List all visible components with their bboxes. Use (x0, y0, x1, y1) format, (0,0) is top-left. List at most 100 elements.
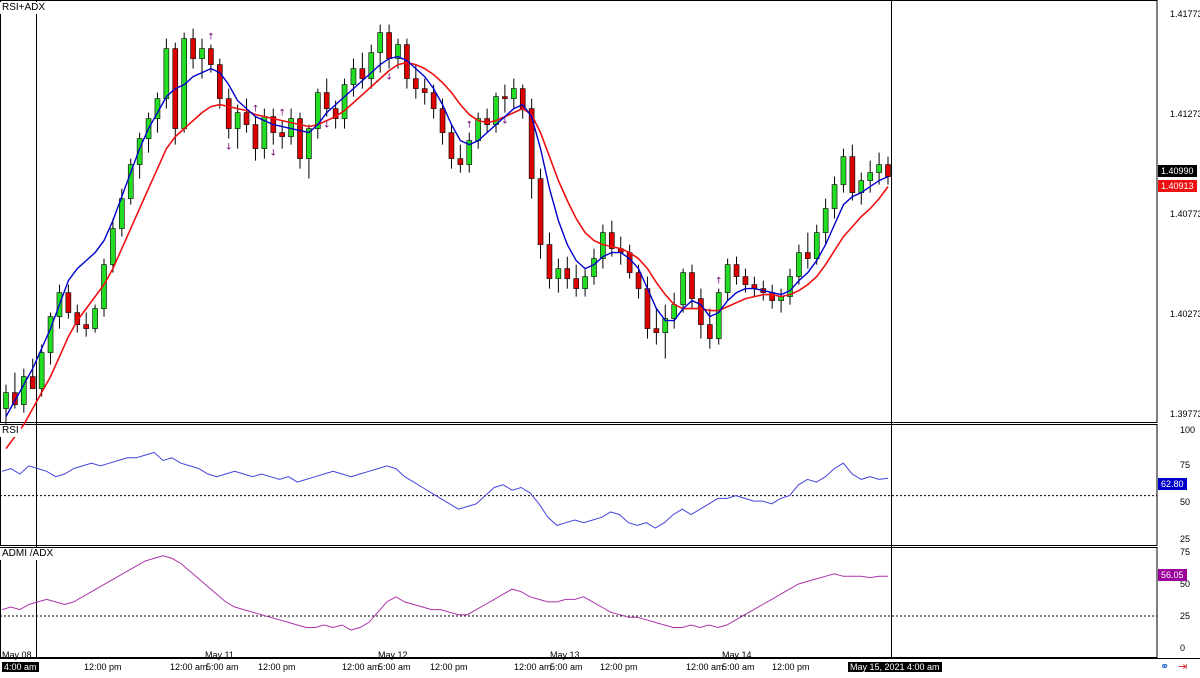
time-label: May 11 (205, 650, 234, 660)
candle-body (315, 92, 321, 129)
adx-tick: 75 (1180, 547, 1191, 557)
rsi-tick: 50 (1180, 497, 1191, 507)
time-label: 5:00 am (722, 662, 755, 672)
candle-body (555, 268, 562, 279)
candle-body (163, 48, 170, 99)
candle-body (448, 132, 455, 159)
candle-body (38, 352, 45, 389)
candle-body (83, 324, 89, 329)
candle-body (813, 232, 820, 259)
price-tick: 1.40273 (1170, 309, 1200, 319)
rsi-line (1, 451, 889, 529)
price-tick: 1.40773 (1170, 209, 1200, 219)
candle-body (849, 156, 856, 193)
adx-pane-frame (0, 547, 1158, 658)
candle-body (252, 124, 259, 149)
candle-body (591, 258, 597, 277)
candle-body (368, 52, 375, 79)
candle-body (840, 156, 847, 185)
candle-body (119, 198, 125, 229)
candle-body (3, 392, 9, 409)
candle-body (234, 112, 241, 129)
time-label: May 14 (722, 650, 752, 660)
candle-body (733, 264, 740, 277)
up-arrow-signal: ↑ (715, 277, 723, 287)
candle-body (805, 252, 811, 259)
candle-body (796, 252, 802, 277)
candle-body (377, 32, 383, 53)
candle-body (502, 96, 508, 99)
main-pane-frame (0, 0, 1158, 423)
candle-body (359, 68, 366, 79)
candle-body (680, 272, 686, 305)
main-pane-label: RSI+ADX (0, 2, 48, 14)
time-label: 12:00 am (342, 662, 380, 672)
candle-body (350, 68, 357, 85)
candle-body (413, 78, 419, 89)
candle-body (21, 376, 27, 405)
adx-tick: 50 (1180, 579, 1191, 589)
time-label: 5:00 am (378, 662, 411, 672)
ma-fast-line (5, 55, 889, 417)
down-arrow-signal: ↓ (385, 73, 393, 83)
candle-body (439, 108, 446, 133)
ma-slow-line (5, 61, 889, 450)
candle-body (341, 84, 348, 119)
candle-body (671, 304, 677, 319)
time-label: 12:00 pm (600, 662, 638, 672)
time-label: May 12 (378, 650, 408, 660)
time-label: 5:00 am (206, 662, 239, 672)
candle-body (511, 88, 517, 99)
candle-body (528, 108, 535, 179)
candle-body (635, 272, 642, 289)
candle-body (787, 276, 793, 297)
time-label: 12:00 am (686, 662, 724, 672)
time-label: 12:00 pm (430, 662, 468, 672)
candle-body (831, 184, 838, 209)
link-icon[interactable]: ⚭ (1160, 661, 1170, 673)
candle-body (208, 48, 214, 65)
candle-body (715, 292, 722, 339)
candle-body (101, 264, 107, 309)
candle-body (297, 118, 303, 159)
time-label: May 15, 2021 4:00 am (848, 662, 942, 672)
adx-value-badge: 56.05 (1158, 569, 1187, 581)
down-arrow-signal: ↓ (269, 149, 277, 159)
time-label: May 13 (550, 650, 580, 660)
candle-body (573, 278, 579, 289)
candle-body (876, 164, 882, 173)
candle-body (386, 32, 392, 59)
price-tick: 1.41773 (1170, 9, 1200, 19)
candle-body (332, 108, 339, 119)
candle-body (395, 44, 401, 59)
price-tick: 1.41273 (1170, 109, 1200, 119)
candle-body (190, 38, 196, 59)
candle-body (243, 112, 250, 125)
candle-body (127, 164, 134, 199)
candle-body (404, 44, 410, 79)
candle-body (724, 264, 731, 293)
rsi-value-badge: 62.80 (1158, 478, 1187, 490)
candle-body (475, 118, 481, 141)
candle-body (217, 64, 223, 99)
candle-body (466, 140, 473, 165)
rsi-tick: 25 (1180, 534, 1191, 544)
candle-body (225, 98, 232, 129)
up-arrow-signal: ↑ (252, 105, 260, 115)
time-label: 12:00 pm (258, 662, 296, 672)
adx-tick: 25 (1180, 611, 1191, 621)
candle-body (421, 88, 428, 93)
candle-body (582, 276, 588, 289)
candle-body (653, 328, 660, 333)
candle-body (689, 272, 695, 299)
candle-body (698, 298, 704, 325)
time-label: 12:00 pm (84, 662, 122, 672)
candle-body (707, 324, 713, 339)
candle-body (867, 172, 873, 181)
up-arrow-signal: ↑ (207, 33, 215, 43)
scroll-to-end-icon[interactable]: ⇥ (1178, 661, 1188, 673)
rsi-pane-label: RSI (0, 425, 21, 437)
up-arrow-signal: ↑ (465, 121, 473, 131)
